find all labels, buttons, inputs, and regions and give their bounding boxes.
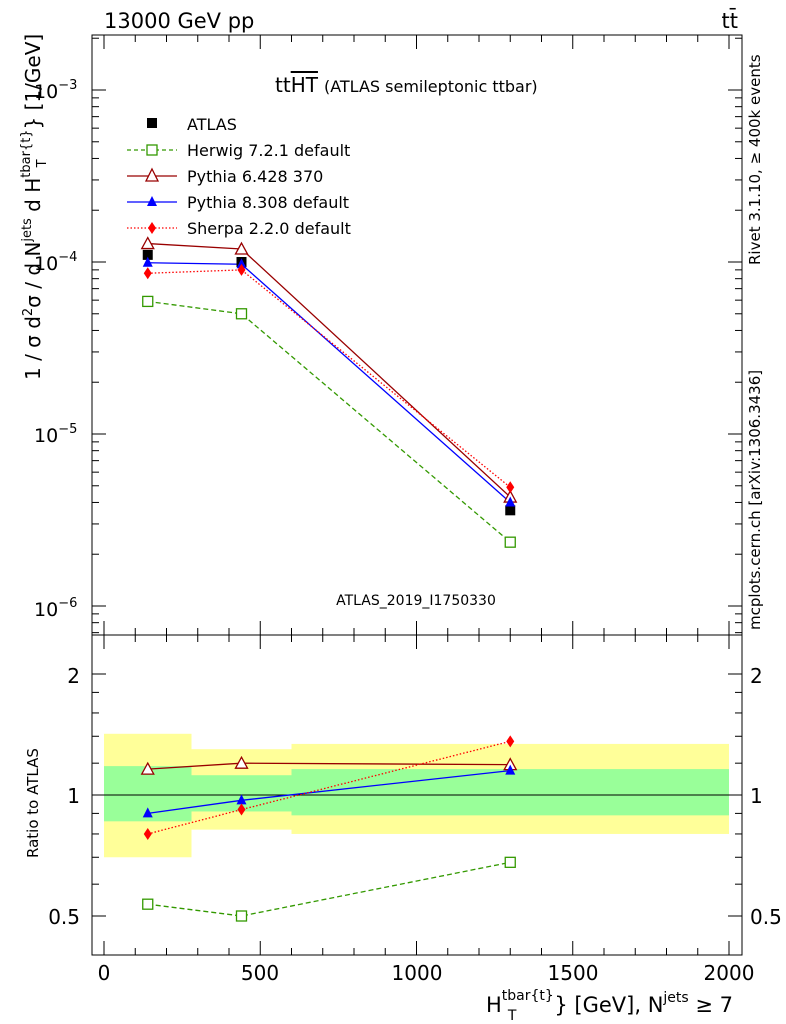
sherpa-ratio-point bbox=[143, 827, 152, 840]
header-process: tt̄ bbox=[722, 8, 738, 33]
legend-herwig-label: Herwig 7.2.1 default bbox=[187, 141, 350, 160]
x-axis-label: Htbar{t} T} [GeV], Njets ≥ 7 bbox=[486, 988, 733, 1024]
pythia8-upper-point bbox=[142, 256, 153, 267]
herwig-ratio-point bbox=[142, 898, 154, 910]
y-tick-1e-5: 10−5 bbox=[34, 422, 77, 447]
legend-pythia8-marker bbox=[147, 196, 157, 206]
sherpa-upper-point bbox=[143, 267, 152, 280]
pythia8-ratio-point bbox=[505, 764, 516, 775]
upper-series bbox=[140, 236, 518, 548]
plot-title: ttHT (ATLAS semileptonic ttbar) bbox=[275, 73, 538, 97]
herwig-upper-point bbox=[142, 295, 154, 308]
rivet-label: Rivet 3.1.10, ≥ 400k events bbox=[746, 54, 764, 265]
sherpa-ratio-line bbox=[147, 740, 511, 835]
x-tick-1500: 1500 bbox=[548, 961, 599, 985]
legend: ATLAS Herwig 7.2.1 default Pythia 6.428 … bbox=[127, 115, 351, 238]
ratio-tick-2-left: 2 bbox=[67, 664, 80, 688]
herwig-upper-point bbox=[235, 308, 248, 320]
ratio-tick-05-left: 0.5 bbox=[48, 905, 80, 929]
ratio-tick-2-right: 2 bbox=[750, 664, 763, 688]
legend-pythia8-label: Pythia 8.308 default bbox=[187, 193, 349, 212]
mcplots-label: mcplots.cern.ch [arXiv:1306.3436] bbox=[746, 370, 764, 630]
ratio-tick-1-left: 1 bbox=[67, 784, 80, 808]
herwig-upper-line bbox=[147, 300, 511, 543]
pythia8-upper-point bbox=[236, 258, 247, 269]
inner-band-bin-2 bbox=[291, 769, 729, 816]
sherpa-upper-point bbox=[237, 263, 246, 276]
herwig-ratio-line bbox=[147, 861, 511, 917]
ratio-tick-05-right: 0.5 bbox=[750, 905, 782, 929]
x-tick-0: 0 bbox=[98, 961, 111, 985]
ratio-y-tick-labels: 2 1 0.5 2 1 0.5 bbox=[48, 664, 782, 929]
y-tick-1e-3: 10−3 bbox=[34, 78, 77, 103]
pythia8-ratio-point bbox=[142, 807, 153, 818]
pythia8-upper-point bbox=[505, 496, 516, 507]
x-tick-1000: 1000 bbox=[392, 961, 443, 985]
ratio-series bbox=[140, 735, 518, 922]
herwig-ratio-point bbox=[504, 856, 516, 868]
upper-y-axis-label: 1 / σ d2σ / d Njets d Htbar{t}T} [1/GeV] bbox=[19, 34, 50, 380]
sherpa-ratio-point bbox=[237, 803, 246, 816]
y-tick-1e-4: 10−4 bbox=[34, 250, 77, 275]
legend-atlas-marker bbox=[147, 118, 157, 128]
x-tick-2000: 2000 bbox=[704, 961, 755, 985]
ratio-tick-1-right: 1 bbox=[750, 784, 763, 808]
legend-pythia6-label: Pythia 6.428 370 bbox=[187, 167, 323, 186]
axis-ticks bbox=[92, 35, 742, 955]
herwig-ratio-point bbox=[235, 910, 248, 922]
header-energy: 13000 GeV pp bbox=[104, 9, 254, 33]
pythia8-upper-line bbox=[147, 262, 511, 503]
ratio-y-axis-label: Ratio to ATLAS bbox=[24, 748, 42, 858]
legend-herwig-marker bbox=[146, 144, 158, 156]
uncertainty-bands bbox=[104, 733, 729, 858]
sherpa-ratio-point bbox=[506, 735, 515, 748]
legend-sherpa-label: Sherpa 2.2.0 default bbox=[187, 219, 351, 238]
atlas-data-point bbox=[142, 249, 153, 260]
legend-sherpa-marker bbox=[148, 222, 156, 234]
pythia6-upper-point bbox=[234, 241, 249, 255]
x-tick-500: 500 bbox=[241, 961, 279, 985]
legend-atlas-label: ATLAS bbox=[187, 115, 237, 134]
pythia6-ratio-point bbox=[234, 755, 249, 769]
atlas-data-point bbox=[505, 505, 516, 516]
y-tick-1e-6: 10−6 bbox=[34, 596, 77, 621]
pythia6-upper-line bbox=[147, 242, 511, 498]
x-tick-labels: 0 500 1000 1500 2000 bbox=[98, 961, 755, 985]
pythia6-upper-point bbox=[140, 236, 155, 250]
sherpa-upper-point bbox=[506, 481, 515, 494]
legend-pythia6-marker bbox=[144, 167, 160, 182]
herwig-upper-point bbox=[504, 536, 516, 548]
analysis-id: ATLAS_2019_I1750330 bbox=[336, 593, 496, 609]
pythia6-ratio-point bbox=[140, 761, 155, 775]
upper-y-tick-labels: 10−3 10−4 10−5 10−6 bbox=[34, 78, 77, 621]
pythia8-ratio-point bbox=[236, 794, 247, 805]
